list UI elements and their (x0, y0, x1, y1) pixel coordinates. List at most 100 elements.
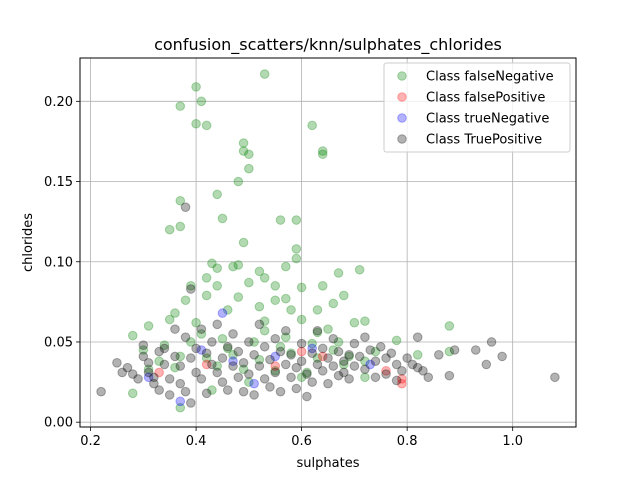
data-point (286, 350, 296, 360)
data-point (307, 338, 317, 349)
y-tick-label: 0.05 (44, 335, 73, 350)
data-point (444, 370, 455, 381)
data-point (312, 327, 323, 338)
data-point (154, 367, 164, 378)
data-point (191, 317, 201, 328)
data-point (360, 316, 370, 326)
data-point (191, 82, 201, 92)
data-point (201, 388, 212, 399)
data-point (138, 340, 149, 350)
data-point (254, 319, 265, 330)
data-point (201, 353, 212, 363)
data-point (312, 305, 323, 315)
data-point (333, 346, 344, 357)
data-point (323, 378, 333, 389)
data-point (270, 351, 281, 362)
series-1 (154, 346, 407, 389)
data-point (217, 333, 228, 344)
x-tick-label: 1.0 (502, 434, 523, 449)
data-point (275, 386, 286, 397)
data-point (212, 263, 222, 273)
data-point (323, 324, 333, 334)
data-point (254, 354, 265, 365)
data-point (323, 353, 333, 363)
data-point (328, 333, 339, 344)
data-point (222, 343, 233, 354)
data-point (391, 359, 402, 370)
data-point (228, 361, 238, 371)
data-point (328, 361, 339, 371)
data-point (402, 353, 412, 363)
data-point (291, 253, 302, 264)
data-point (333, 337, 344, 347)
data-point (270, 333, 281, 344)
data-point (381, 353, 391, 363)
data-point (481, 359, 492, 370)
data-point (212, 281, 222, 291)
axis-ticks: 0.2 0.4 0.6 0.8 1.0 0.00 0.05 0.10 0.15 0.20 (44, 95, 523, 449)
data-point (143, 372, 154, 383)
legend: Class falseNegative Class falsePositive Cl… (383, 62, 571, 153)
data-point (143, 367, 154, 378)
y-tick-label: 0.10 (44, 255, 73, 270)
data-point (212, 189, 222, 200)
data-point (312, 353, 323, 363)
data-point (217, 377, 228, 387)
data-point (149, 372, 159, 383)
data-point (238, 386, 249, 397)
data-point (317, 149, 328, 160)
data-point (133, 374, 143, 384)
data-point (196, 324, 207, 334)
data-point (207, 258, 217, 269)
x-tick-label: 0.8 (397, 434, 418, 449)
data-point (170, 324, 180, 334)
data-point (333, 370, 344, 381)
data-point (233, 346, 244, 357)
data-point (175, 396, 186, 407)
legend-marker (397, 134, 407, 144)
data-point (412, 350, 423, 360)
data-point (228, 329, 238, 339)
data-point (154, 346, 164, 357)
data-point (470, 345, 481, 355)
data-point (449, 345, 460, 355)
data-point (391, 375, 402, 386)
data-point (180, 202, 191, 213)
data-point (259, 341, 270, 352)
data-point (143, 358, 154, 368)
y-tick-label: 0.15 (44, 175, 73, 190)
data-point (196, 96, 207, 107)
data-point (317, 146, 328, 156)
data-point (423, 372, 434, 383)
series-2 (143, 308, 376, 407)
data-point (360, 364, 370, 375)
data-point (201, 290, 212, 301)
data-point (201, 359, 212, 370)
data-point (275, 346, 286, 357)
data-point (296, 282, 307, 293)
data-point (317, 366, 328, 376)
data-point (217, 213, 228, 224)
data-point (270, 366, 281, 376)
data-point (249, 350, 259, 360)
data-point (238, 146, 249, 156)
data-point (244, 337, 254, 347)
data-point (238, 237, 249, 248)
data-point (170, 351, 180, 362)
data-point (186, 337, 196, 347)
y-tick-label: 0.20 (44, 95, 73, 110)
data-point (159, 340, 170, 350)
legend-label: Class falsePositive (426, 91, 545, 106)
data-point (312, 325, 323, 336)
data-point (397, 374, 407, 384)
data-point (249, 390, 259, 400)
data-point (365, 359, 376, 370)
data-point (349, 361, 360, 371)
data-point (196, 329, 207, 339)
data-point (275, 341, 286, 352)
data-point (175, 378, 186, 389)
data-point (127, 369, 138, 379)
data-point (175, 361, 186, 371)
data-point (238, 358, 249, 368)
data-point (196, 345, 207, 355)
